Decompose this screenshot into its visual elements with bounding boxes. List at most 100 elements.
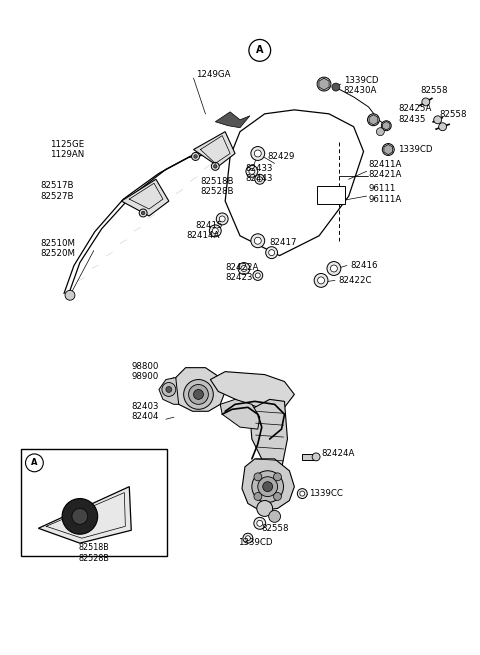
Circle shape xyxy=(376,128,384,136)
Circle shape xyxy=(266,247,277,259)
Circle shape xyxy=(257,520,263,527)
Circle shape xyxy=(274,473,281,481)
Polygon shape xyxy=(121,179,169,216)
Circle shape xyxy=(312,453,320,461)
Text: 1339CC: 1339CC xyxy=(309,489,343,498)
Polygon shape xyxy=(302,454,316,460)
Circle shape xyxy=(166,386,172,392)
Circle shape xyxy=(422,98,430,106)
Circle shape xyxy=(257,177,262,181)
Circle shape xyxy=(214,164,217,168)
Circle shape xyxy=(332,83,340,91)
Text: 82414A: 82414A xyxy=(187,231,220,240)
Text: 82424A: 82424A xyxy=(321,449,354,458)
Circle shape xyxy=(252,471,284,502)
Circle shape xyxy=(381,121,391,131)
Circle shape xyxy=(254,237,261,244)
Circle shape xyxy=(254,493,262,500)
Circle shape xyxy=(245,536,251,540)
Circle shape xyxy=(212,228,218,234)
Text: 82558: 82558 xyxy=(440,110,467,119)
Circle shape xyxy=(216,213,228,225)
Circle shape xyxy=(317,77,331,91)
Text: A: A xyxy=(31,458,37,467)
Circle shape xyxy=(219,216,225,222)
Polygon shape xyxy=(220,400,260,429)
Circle shape xyxy=(300,491,305,496)
Circle shape xyxy=(254,150,261,157)
Circle shape xyxy=(162,383,176,396)
Polygon shape xyxy=(369,115,378,125)
Polygon shape xyxy=(384,145,393,155)
Text: 82411A
82421A: 82411A 82421A xyxy=(369,160,402,179)
Circle shape xyxy=(254,517,266,529)
Circle shape xyxy=(193,390,204,400)
Text: 82430A: 82430A xyxy=(344,86,377,94)
Circle shape xyxy=(318,277,324,284)
Text: 82403
82404: 82403 82404 xyxy=(131,402,159,421)
Text: 1249GA: 1249GA xyxy=(195,69,230,79)
Polygon shape xyxy=(383,122,390,130)
FancyBboxPatch shape xyxy=(317,186,345,204)
Text: 82422C: 82422C xyxy=(339,276,372,285)
Circle shape xyxy=(139,209,147,217)
Text: 82416: 82416 xyxy=(351,261,378,270)
Circle shape xyxy=(211,162,219,170)
Text: A: A xyxy=(256,45,264,56)
Circle shape xyxy=(255,273,260,278)
Circle shape xyxy=(25,454,43,472)
Text: 82415: 82415 xyxy=(195,221,223,231)
Circle shape xyxy=(258,477,277,496)
Text: 82429: 82429 xyxy=(268,152,295,161)
Circle shape xyxy=(243,533,253,543)
Circle shape xyxy=(249,39,271,62)
Polygon shape xyxy=(159,377,179,404)
Text: 82425A
82435: 82425A 82435 xyxy=(398,104,432,124)
Circle shape xyxy=(297,489,307,498)
Circle shape xyxy=(439,122,446,131)
Circle shape xyxy=(330,265,337,272)
Circle shape xyxy=(249,168,255,174)
Text: 96111
96111A: 96111 96111A xyxy=(369,185,402,204)
Circle shape xyxy=(246,165,258,178)
Circle shape xyxy=(62,498,97,534)
Text: 1339CD: 1339CD xyxy=(238,538,273,547)
Text: 1339CD: 1339CD xyxy=(398,145,432,154)
Text: 82510M
82520M: 82510M 82520M xyxy=(40,239,75,258)
Circle shape xyxy=(269,510,280,522)
Circle shape xyxy=(189,384,208,404)
Circle shape xyxy=(209,225,221,236)
Text: 82518B
82528B: 82518B 82528B xyxy=(201,176,234,196)
Circle shape xyxy=(434,116,442,124)
Polygon shape xyxy=(38,487,131,543)
Text: 82422A
82423: 82422A 82423 xyxy=(225,263,259,282)
Circle shape xyxy=(255,174,264,184)
Circle shape xyxy=(251,147,264,160)
Text: 1339CD: 1339CD xyxy=(344,75,378,84)
Circle shape xyxy=(184,379,213,409)
Circle shape xyxy=(241,265,247,271)
Text: 82417: 82417 xyxy=(270,238,297,247)
Circle shape xyxy=(72,508,88,524)
Circle shape xyxy=(269,250,275,255)
Text: 82558: 82558 xyxy=(420,86,447,94)
Circle shape xyxy=(192,153,200,160)
Polygon shape xyxy=(250,400,288,471)
Text: 82433
82443: 82433 82443 xyxy=(245,164,273,183)
Text: 82518B
82528B: 82518B 82528B xyxy=(78,543,109,563)
Text: 1125GE
1129AN: 1125GE 1129AN xyxy=(50,140,84,159)
Polygon shape xyxy=(242,459,294,510)
Circle shape xyxy=(257,500,273,516)
Circle shape xyxy=(194,155,197,159)
Circle shape xyxy=(251,234,264,248)
Polygon shape xyxy=(210,371,294,409)
Circle shape xyxy=(65,290,75,300)
Circle shape xyxy=(254,473,262,481)
Circle shape xyxy=(314,273,328,288)
Circle shape xyxy=(368,114,379,126)
Circle shape xyxy=(263,481,273,492)
Circle shape xyxy=(327,261,341,276)
Circle shape xyxy=(141,211,145,215)
Circle shape xyxy=(274,493,281,500)
Polygon shape xyxy=(174,367,225,411)
